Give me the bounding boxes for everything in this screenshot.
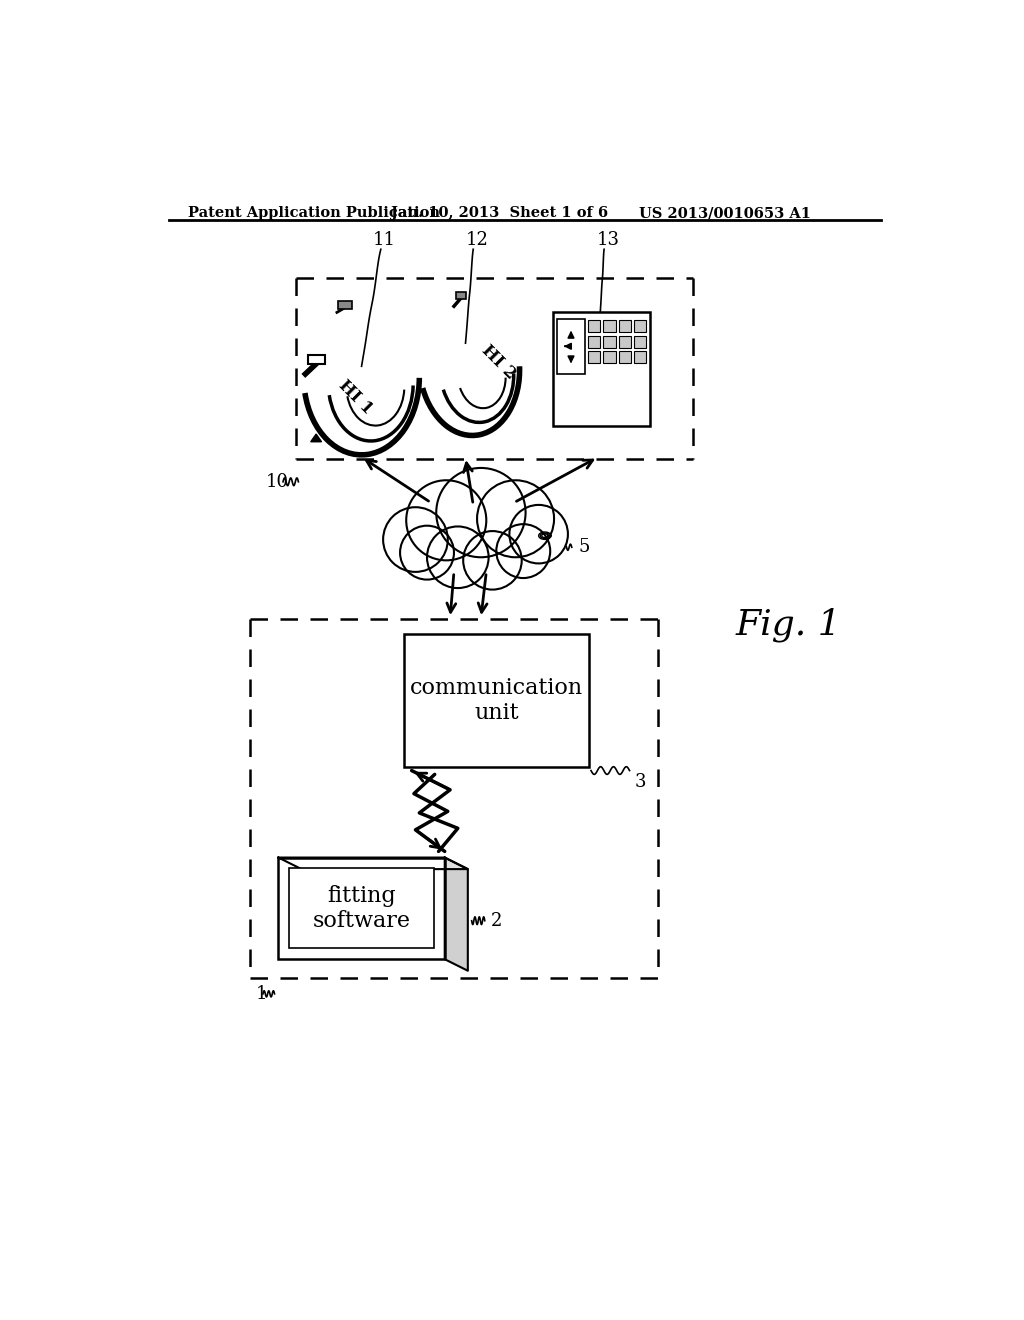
Bar (603, 335, 615, 348)
Bar (588, 335, 600, 348)
Bar (307, 355, 325, 364)
Bar (279, 858, 444, 960)
Polygon shape (279, 858, 468, 869)
Text: Jan. 10, 2013  Sheet 1 of 6: Jan. 10, 2013 Sheet 1 of 6 (391, 206, 608, 220)
Text: Fig. 1: Fig. 1 (736, 607, 842, 642)
Circle shape (509, 506, 568, 564)
Text: 11: 11 (373, 231, 396, 249)
Text: 1: 1 (256, 985, 267, 1003)
Circle shape (497, 524, 550, 578)
Bar (634, 335, 646, 348)
Text: 10: 10 (265, 473, 289, 491)
Bar (456, 292, 466, 300)
Text: 13: 13 (596, 231, 620, 249)
Circle shape (436, 469, 525, 557)
Bar (588, 351, 600, 363)
Circle shape (400, 525, 454, 579)
Text: 2: 2 (490, 912, 503, 929)
Text: 5: 5 (579, 539, 590, 556)
Bar (557, 318, 585, 374)
Polygon shape (444, 858, 468, 970)
Circle shape (463, 531, 521, 590)
Bar (553, 313, 650, 426)
Text: HI 1: HI 1 (335, 376, 376, 417)
Bar (289, 869, 434, 949)
Text: communication
unit: communication unit (410, 677, 583, 725)
Bar (634, 321, 646, 333)
Bar (634, 351, 646, 363)
Polygon shape (310, 434, 322, 442)
Circle shape (383, 507, 447, 572)
Bar (588, 321, 600, 333)
Text: fitting
software: fitting software (312, 884, 411, 932)
Text: 12: 12 (466, 231, 488, 249)
Bar (618, 351, 631, 363)
Bar (603, 321, 615, 333)
Bar (618, 321, 631, 333)
Circle shape (477, 480, 554, 557)
Circle shape (427, 527, 488, 589)
Bar (339, 301, 352, 309)
Circle shape (407, 480, 486, 561)
Bar (603, 351, 615, 363)
Text: 3: 3 (635, 774, 646, 791)
Text: HI 2: HI 2 (478, 342, 519, 383)
Bar (618, 335, 631, 348)
Text: Patent Application Publication: Patent Application Publication (188, 206, 440, 220)
Text: US 2013/0010653 A1: US 2013/0010653 A1 (639, 206, 811, 220)
Bar (403, 635, 589, 767)
